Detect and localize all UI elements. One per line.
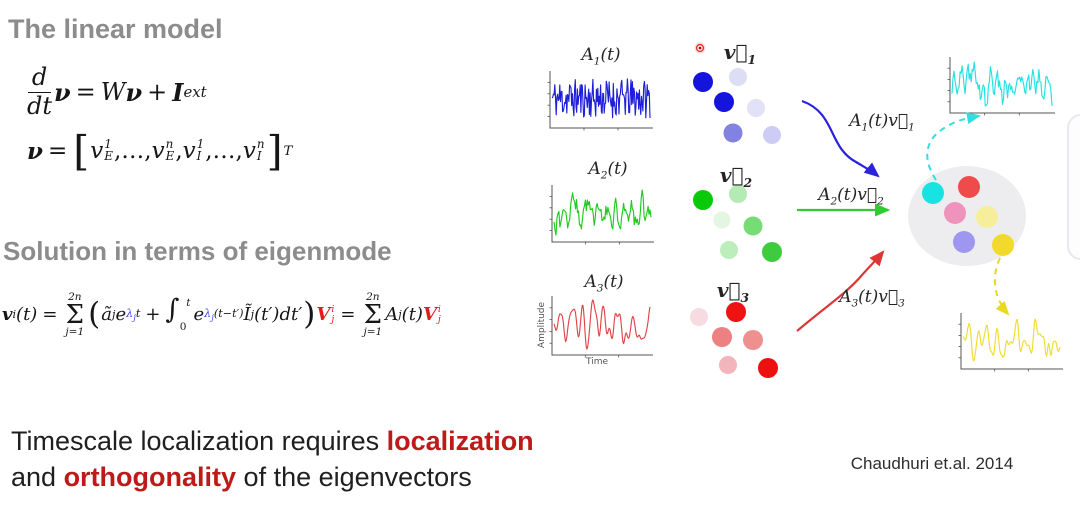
- a3v3-arrow: [796, 250, 885, 332]
- pointer-dot-center: [698, 46, 702, 50]
- v1-label: v⃗1: [723, 40, 757, 67]
- A3-waveform: [553, 299, 651, 350]
- v3-label: v⃗3: [716, 278, 750, 305]
- a3v3-arrow-label: A3(t)v⃗3: [839, 287, 905, 310]
- mix-dot-5: [992, 234, 1014, 256]
- integral-symbol: ∫ t 0: [165, 293, 191, 333]
- time-axis-label: Time: [585, 357, 609, 367]
- v3-dot-1: [726, 302, 746, 322]
- v2-dot-0: [693, 190, 713, 210]
- v1-dot-4: [723, 123, 743, 143]
- amplitude-axis-label: Amplitude: [537, 301, 547, 349]
- highlight-orthogonality: orthogonality: [63, 462, 237, 492]
- citation: Chaudhuri et.al. 2014: [850, 454, 1014, 473]
- v3-dot-5: [758, 358, 778, 378]
- page-title: The linear model: [8, 14, 223, 44]
- mix-dot-0: [922, 182, 944, 204]
- v1-dot-3: [747, 99, 765, 117]
- v1-dot-5: [763, 126, 781, 144]
- edge-overlay-card: [1067, 114, 1080, 260]
- A1-waveform: [551, 78, 651, 119]
- v3-dot-3: [743, 330, 763, 350]
- mix-dot-2: [944, 202, 966, 224]
- highlight-localization: localization: [386, 426, 534, 456]
- ddt-fraction: d dt: [27, 63, 53, 120]
- v1-dot-2: [714, 92, 734, 112]
- a1v1-arrow: [801, 99, 880, 178]
- section-heading-eigenmode: Solution in terms of eigenmode: [3, 236, 392, 266]
- a3-plot-label: A3(t): [584, 272, 624, 295]
- mix-dot-4: [953, 231, 975, 253]
- mix-dot-1: [958, 176, 980, 198]
- v2-dot-4: [720, 241, 738, 259]
- v2-dot-3: [743, 216, 763, 236]
- A2-axes: [551, 185, 654, 243]
- A1-axes: [549, 71, 653, 129]
- out-fast-axes: [949, 57, 1055, 114]
- out-slow-axes: [960, 313, 1063, 370]
- a1v1-arrow-label: A1(t)v⃗1: [849, 111, 915, 134]
- conclusion-statement: Timescale localization requires localiza…: [11, 426, 534, 492]
- v2-label: v⃗2: [719, 163, 753, 190]
- A2-waveform: [553, 189, 652, 236]
- a2v2-arrow-label: A2(t)v⃗2: [818, 185, 884, 208]
- sum-symbol: 2n Σ j=1: [65, 291, 85, 339]
- A3-axes: [551, 296, 653, 356]
- v2-dot-1: [729, 185, 747, 203]
- a2-plot-label: A2(t): [588, 159, 628, 182]
- v2-dot-2: [713, 211, 731, 229]
- sum-symbol: 2n Σ j=1: [363, 291, 383, 339]
- to-slow-output-dashed-arrow: [993, 257, 1010, 316]
- v3-dot-2: [712, 327, 732, 347]
- v3-dot-4: [719, 356, 737, 374]
- v2-dot-5: [762, 242, 782, 262]
- v1-dot-1: [729, 68, 747, 86]
- v1-dot-0: [693, 72, 713, 92]
- v3-dot-0: [690, 308, 708, 326]
- mix-dot-3: [976, 206, 998, 228]
- out-slow-waveform: [962, 318, 1061, 362]
- a1-plot-label: A1(t): [581, 45, 621, 68]
- out-fast-waveform: [951, 61, 1053, 107]
